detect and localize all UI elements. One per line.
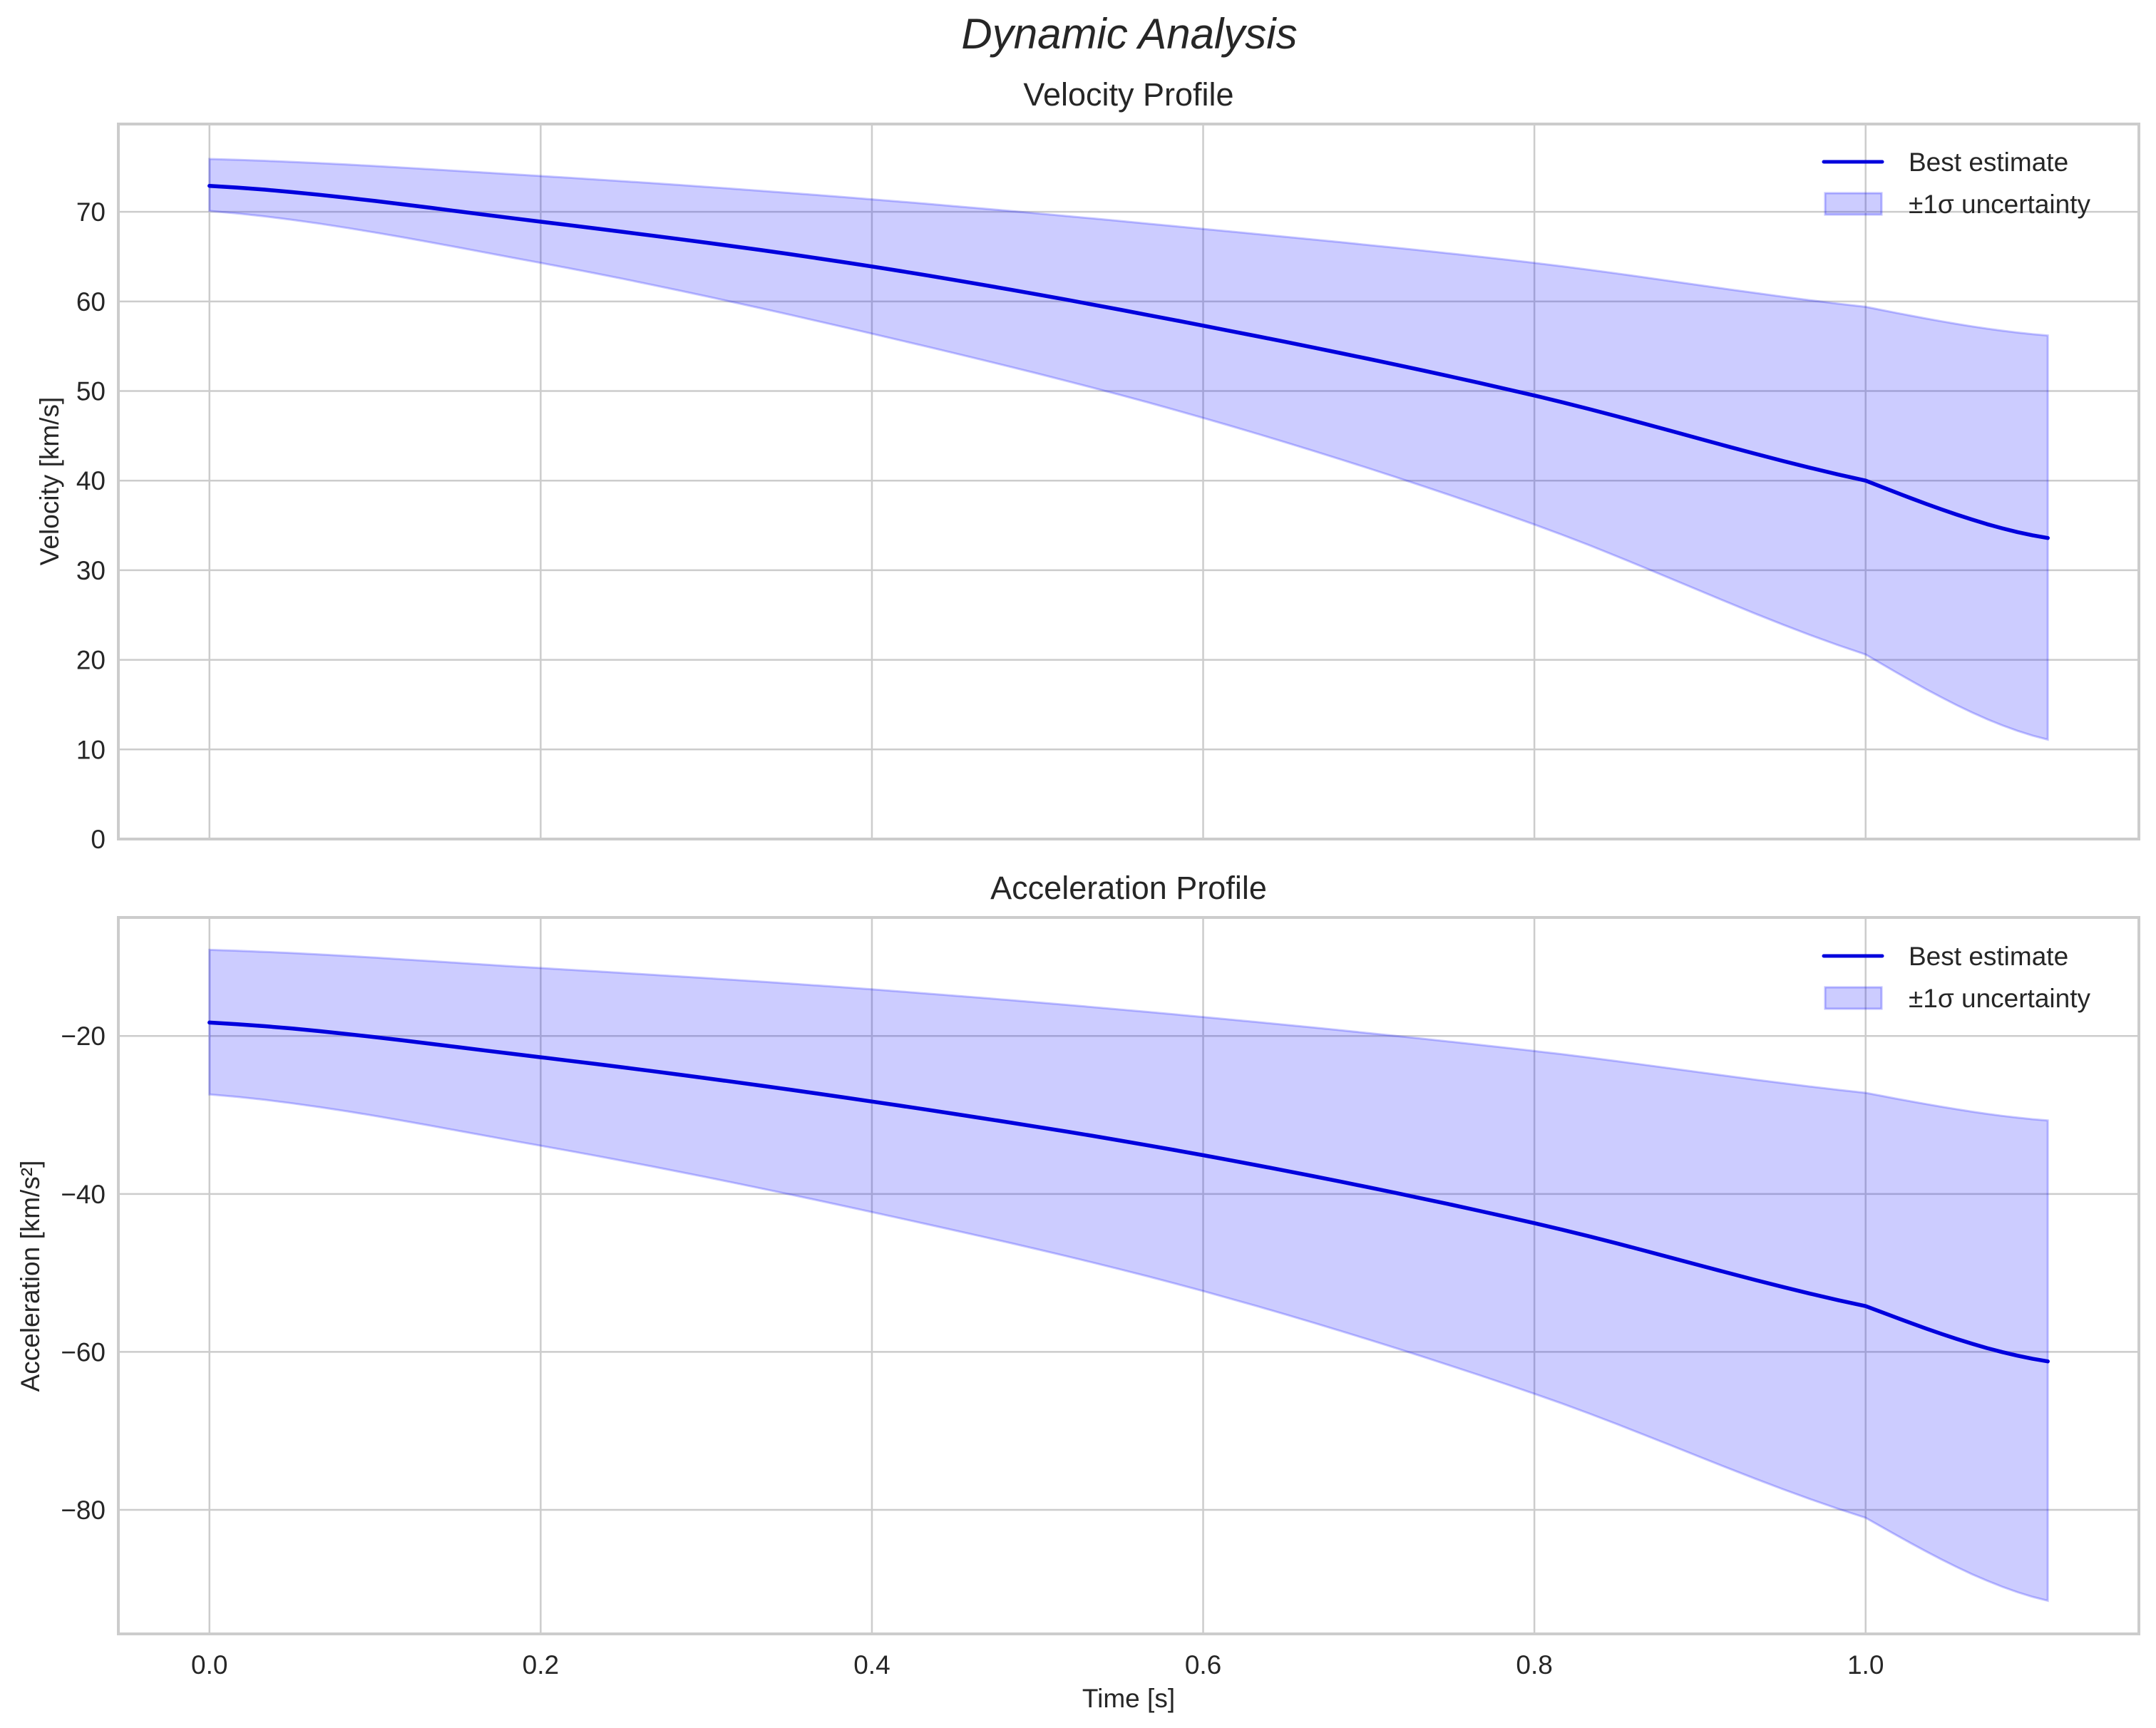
x-tick-label: 1.0 bbox=[1847, 1650, 1884, 1680]
velocity-legend: Best estimate ±1σ uncertainty bbox=[1822, 148, 2090, 219]
velocity-best-estimate-line bbox=[207, 183, 2050, 540]
x-tick-label: 0.2 bbox=[523, 1650, 559, 1680]
uncertainty-band bbox=[208, 948, 2049, 1603]
x-tick-label: 0.4 bbox=[853, 1650, 890, 1680]
acceleration-uncertainty-band bbox=[208, 948, 2049, 1603]
x-axis-label: Time [s] bbox=[1082, 1684, 1175, 1713]
y-tick-label: 60 bbox=[76, 287, 106, 317]
velocity-uncertainty-band bbox=[208, 158, 2049, 741]
best-estimate-line bbox=[207, 1020, 2050, 1364]
y-tick-label: −80 bbox=[61, 1496, 106, 1525]
axes-frame bbox=[117, 123, 2140, 840]
legend-band-icon bbox=[1824, 986, 1883, 1010]
y-tick-label: −20 bbox=[61, 1022, 106, 1051]
x-ticks: 0.0 0.2 0.4 0.6 0.8 1.0 bbox=[191, 1650, 1884, 1680]
legend-label-best-estimate: Best estimate bbox=[1909, 148, 2068, 177]
velocity-y-axis-label: Velocity [km/s] bbox=[35, 397, 64, 565]
acceleration-plot-title: Acceleration Profile bbox=[990, 870, 1267, 906]
best-estimate-line bbox=[207, 183, 2050, 540]
y-tick-label: 0 bbox=[91, 825, 106, 854]
legend-band-icon bbox=[1824, 192, 1883, 216]
acceleration-grid bbox=[118, 917, 2139, 1634]
acceleration-plot: Acceleration Profile −20 −40 −60 −80 0.0 0.2… bbox=[16, 870, 2140, 1713]
y-tick-label: 20 bbox=[76, 646, 106, 675]
y-tick-label: 40 bbox=[76, 466, 106, 495]
y-tick-label: 70 bbox=[76, 197, 106, 227]
axes-frame bbox=[117, 916, 2140, 1635]
x-tick-label: 0.0 bbox=[191, 1650, 227, 1680]
x-tick-label: 0.6 bbox=[1185, 1650, 1221, 1680]
y-tick-label: 50 bbox=[76, 377, 106, 406]
uncertainty-band bbox=[208, 158, 2049, 741]
acceleration-y-ticks: −20 −40 −60 −80 bbox=[61, 1022, 106, 1525]
acceleration-legend: Best estimate ±1σ uncertainty bbox=[1822, 942, 2090, 1013]
y-tick-label: −40 bbox=[61, 1180, 106, 1209]
y-tick-label: 30 bbox=[76, 556, 106, 585]
acceleration-axes-frame bbox=[117, 916, 2140, 1635]
figure-title: Dynamic Analysis bbox=[961, 10, 1297, 58]
legend-label-uncertainty: ±1σ uncertainty bbox=[1909, 190, 2090, 219]
x-tick-label: 0.8 bbox=[1516, 1650, 1552, 1680]
velocity-plot: Velocity Profile 0 10 20 30 40 50 60 70 Velocit… bbox=[35, 76, 2140, 854]
legend-label-best-estimate: Best estimate bbox=[1909, 942, 2068, 971]
acceleration-best-estimate-line bbox=[207, 1020, 2050, 1364]
velocity-axes-frame bbox=[117, 123, 2140, 840]
y-tick-label: 10 bbox=[76, 735, 106, 764]
acceleration-y-axis-label: Acceleration [km/s²] bbox=[16, 1161, 45, 1392]
velocity-plot-title: Velocity Profile bbox=[1023, 76, 1233, 113]
y-tick-label: −60 bbox=[61, 1337, 106, 1367]
legend-label-uncertainty: ±1σ uncertainty bbox=[1909, 984, 2090, 1013]
velocity-y-ticks: 0 10 20 30 40 50 60 70 bbox=[76, 197, 106, 854]
